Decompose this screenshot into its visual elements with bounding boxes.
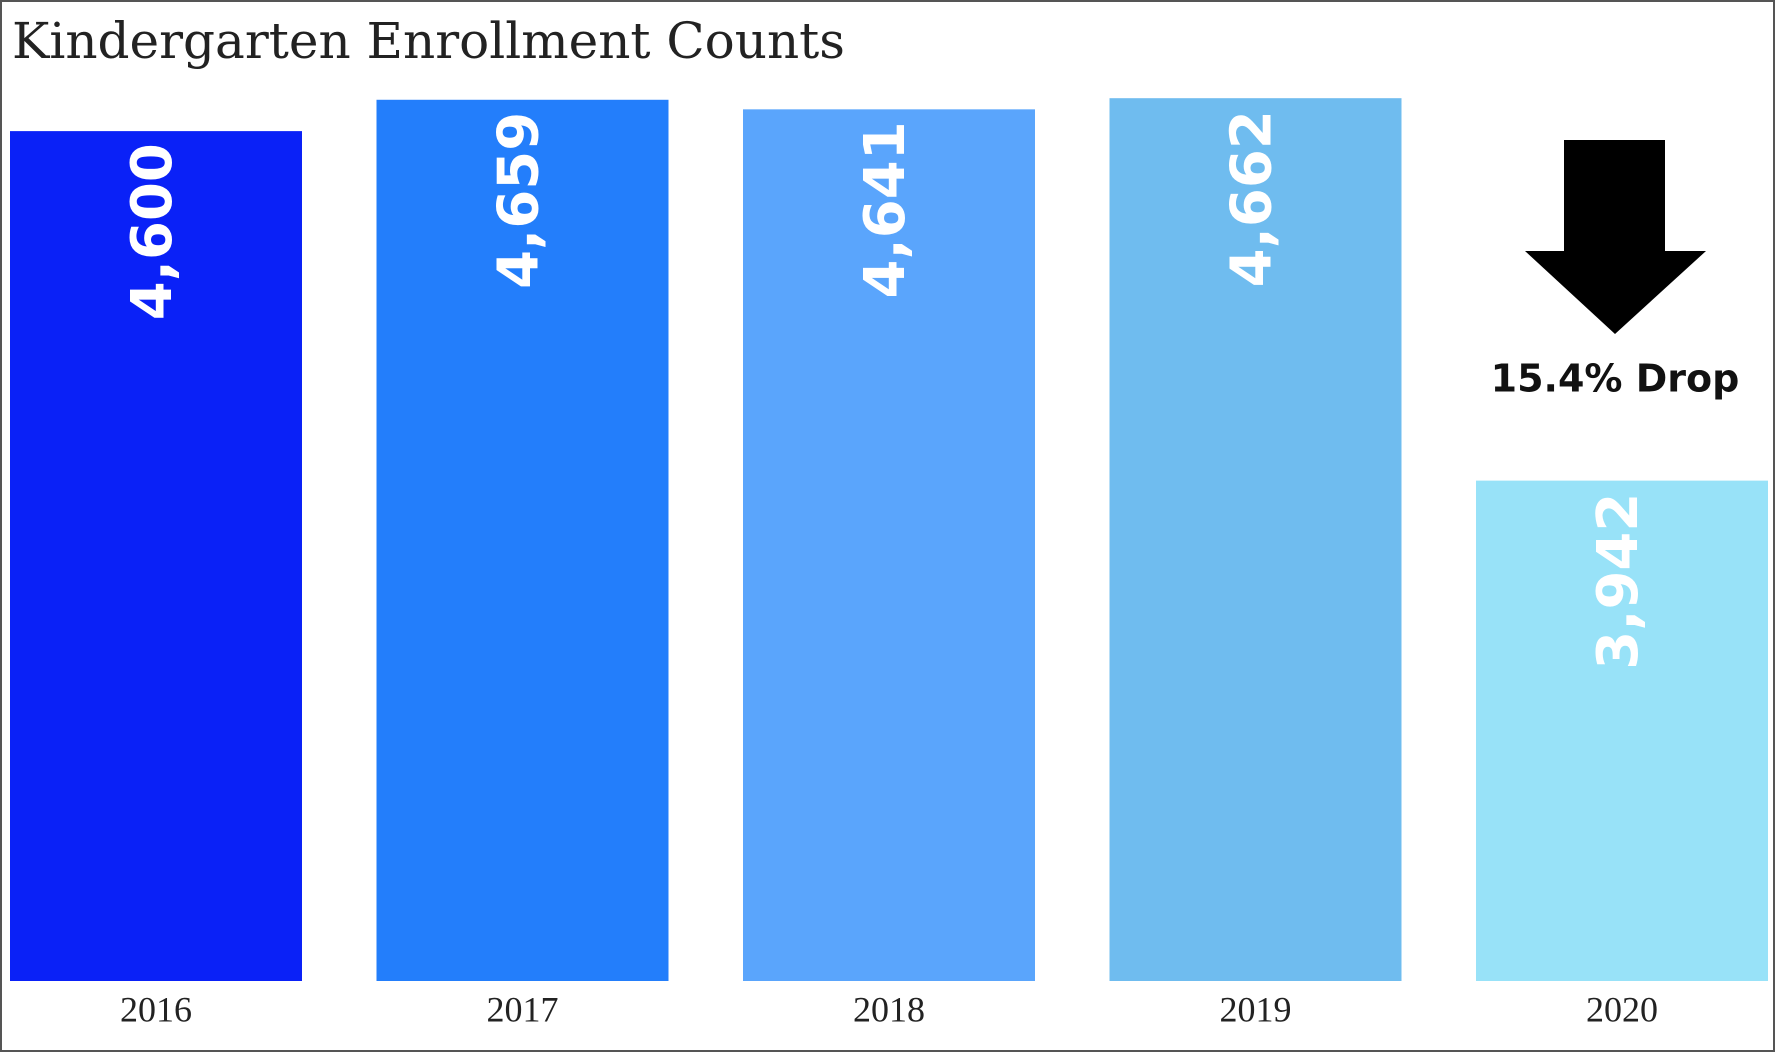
x-tick-label: 2016 xyxy=(120,989,192,1029)
value-label: 3,942 xyxy=(1586,493,1651,670)
x-tick-label: 2017 xyxy=(487,989,559,1029)
x-tick-label: 2019 xyxy=(1220,989,1292,1029)
x-tick-label: 2018 xyxy=(853,989,925,1029)
annotation: 15.4% Drop xyxy=(1491,357,1740,401)
bar xyxy=(376,99,669,981)
value-label: 4,662 xyxy=(1220,110,1285,287)
chart-title: Kindergarten Enrollment Counts xyxy=(12,12,845,70)
bar xyxy=(743,109,1035,981)
x-tick-label: 2020 xyxy=(1586,989,1658,1029)
value-label: 4,659 xyxy=(487,112,552,289)
down-arrow xyxy=(1525,140,1706,334)
value-label: 4,600 xyxy=(120,143,185,320)
bar xyxy=(10,131,302,981)
value-label: 4,641 xyxy=(853,121,918,298)
bar xyxy=(1109,98,1402,982)
bar xyxy=(1476,480,1768,981)
